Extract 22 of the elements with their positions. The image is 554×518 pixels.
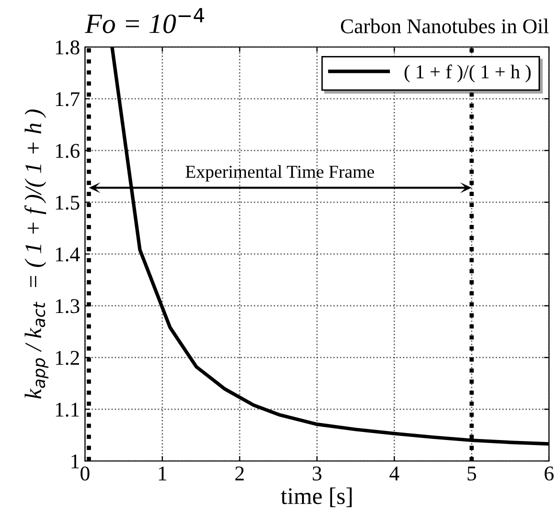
x-tick-label: 2 [235, 466, 244, 480]
y-tick-label: 1.8 [56, 40, 80, 55]
y-tick-label: 1.3 [56, 299, 80, 314]
x-tick-label: 5 [468, 466, 476, 481]
y-tick-label: 1 [72, 454, 79, 468]
y-tick-label: 1.7 [56, 92, 80, 106]
x-tick-label: 6 [544, 466, 554, 481]
x-axis-title: time [s] [280, 488, 352, 508]
annotation: Experimental Time Frame [186, 165, 374, 182]
y-tick-label: 1.2 [56, 350, 79, 366]
x-tick-label: 1 [158, 466, 166, 480]
legend-label: ( 1 + f )/( 1 + h ) [404, 64, 531, 82]
x-tick-label: 3 [312, 466, 322, 481]
y-tick-label: 1.4 [56, 247, 80, 262]
y-tick-label: 1.6 [56, 144, 80, 158]
y-axis-title: k$_{app}$ / k$_{act}$ = ( 1 + f )/( 1 + h ) [24, 109, 48, 399]
y-tick-label: 1.1 [56, 402, 79, 417]
y-tick-label: 1.5 [56, 196, 80, 210]
chart-subtitle: Carbon Nanotubes in Oil [340, 18, 549, 34]
x-tick-label: 0 [80, 466, 90, 481]
x-tick-label: 4 [390, 466, 400, 480]
chart-title: Fo = 10$^{−4}$ [84, 8, 204, 34]
